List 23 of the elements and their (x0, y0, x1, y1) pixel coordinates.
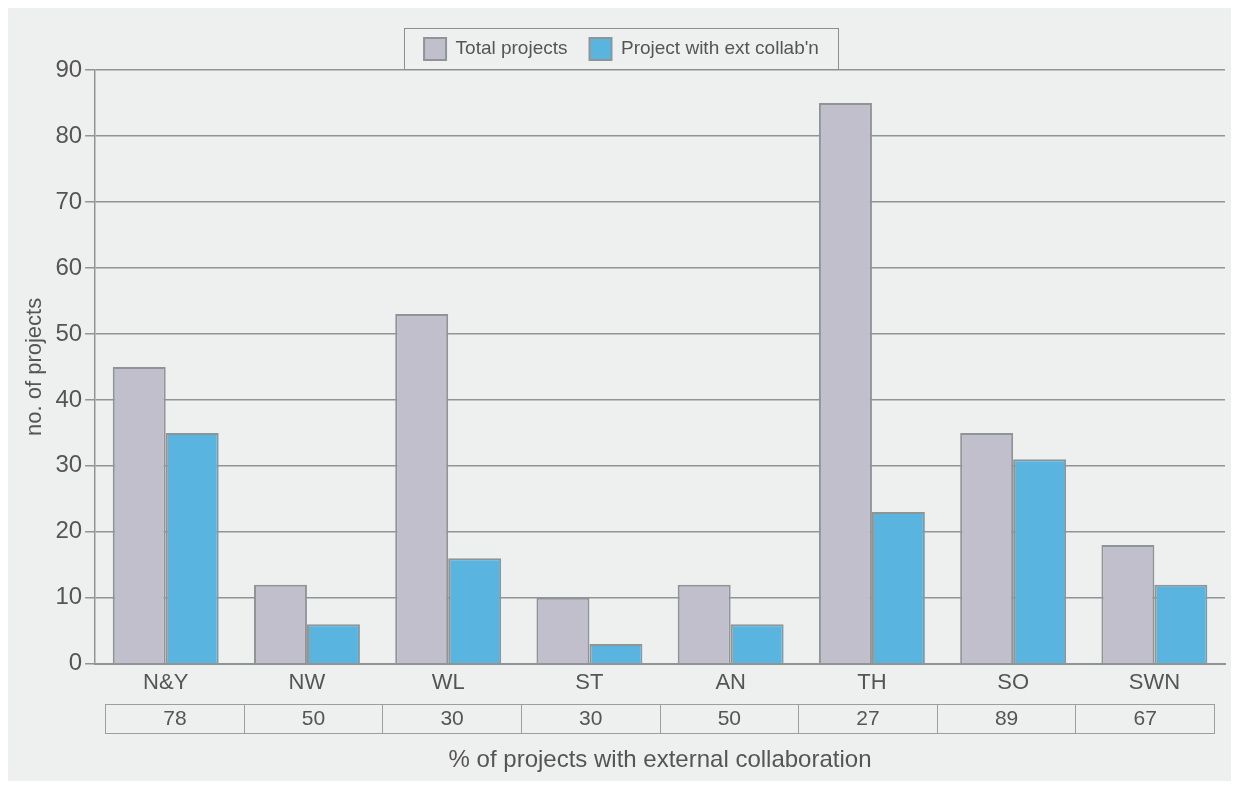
y-tick-label: 0 (68, 648, 83, 676)
x-tick-label: N&Y (143, 669, 189, 695)
x-tick-label: AN (715, 669, 746, 695)
legend-label: Total projects (455, 37, 568, 59)
y-axis-title: no. of projects (21, 297, 47, 436)
x-tick-label: NW (288, 669, 326, 695)
y-tick-label: 90 (55, 54, 83, 82)
y-tick-label: 60 (55, 252, 83, 280)
y-tick-label: 40 (55, 384, 83, 412)
y-tick-label: 20 (55, 516, 83, 544)
y-tick-label: 70 (55, 186, 83, 214)
value-table: 78 50 30 30 50 27 89 67 (105, 703, 1215, 734)
y-tick-label: 80 (55, 120, 83, 148)
x-tick-label: TH (857, 669, 887, 695)
x-tick-label: ST (575, 669, 604, 695)
x-tick-label: SWN (1128, 669, 1181, 695)
y-tick-label: 30 (55, 450, 83, 478)
x-axis-title: % of projects with external collaboration (448, 745, 872, 773)
legend-label: Project with ext collab'n (621, 37, 819, 59)
y-tick-label: 10 (55, 582, 83, 610)
y-tick-label: 50 (55, 318, 83, 346)
x-tick-label: WL (431, 669, 465, 695)
x-tick-label: SO (997, 669, 1030, 695)
